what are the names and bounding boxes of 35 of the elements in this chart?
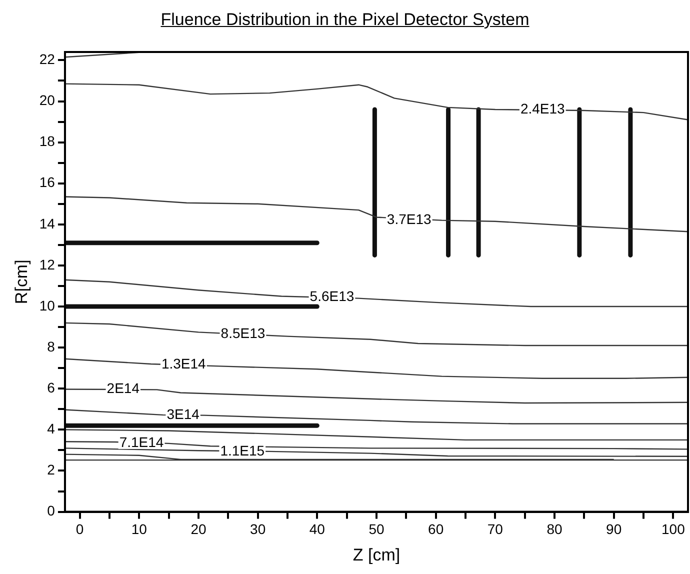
annotation: 3E14	[166, 406, 200, 422]
x-tick-label: 70	[487, 521, 504, 538]
y-tick-label: 16	[39, 174, 56, 190]
y-tick-label: 20	[39, 92, 56, 108]
x-tick-label: 60	[428, 521, 444, 538]
y-tick-label: 14	[39, 215, 56, 232]
x-tick-label: 50	[368, 521, 384, 538]
x-tick-label: 90	[606, 521, 622, 538]
x-tick-label: 80	[546, 521, 562, 538]
y-tick-label: 4	[47, 420, 56, 437]
y-tick-label: 18	[39, 133, 56, 150]
annotation: 8.5E13	[220, 325, 266, 342]
y-tick-label: 22	[39, 51, 56, 68]
x-tick-label: 10	[131, 521, 148, 538]
x-tick-label: 0	[76, 521, 84, 538]
x-tick-label: 30	[250, 521, 266, 538]
y-tick-label: 12	[39, 256, 56, 272]
annotation: 1.3E14	[161, 355, 206, 372]
y-axis-title: R[cm]	[12, 260, 31, 304]
chart-title: Fluence Distribution in the Pixel Detector System	[160, 10, 530, 29]
x-tick-label: 100	[661, 521, 686, 538]
x-tick-label: 40	[309, 521, 326, 538]
annotation: 3.7E13	[386, 211, 432, 228]
annotation: 5.6E13	[310, 288, 354, 304]
y-tick-label: 10	[39, 297, 56, 314]
annotation: 2.4E13	[520, 100, 566, 116]
y-tick-label: 2	[47, 462, 56, 478]
x-tick-label: 20	[190, 521, 206, 538]
y-tick-label: 0	[47, 502, 56, 519]
annotation: 7.1E14	[119, 434, 164, 450]
x-axis-title: Z [cm]	[352, 545, 400, 564]
annotation: 2E14	[106, 380, 140, 396]
y-tick-label: 6	[47, 380, 56, 396]
annotation: 1.1E15	[220, 442, 265, 458]
y-tick-label: 8	[47, 338, 56, 354]
